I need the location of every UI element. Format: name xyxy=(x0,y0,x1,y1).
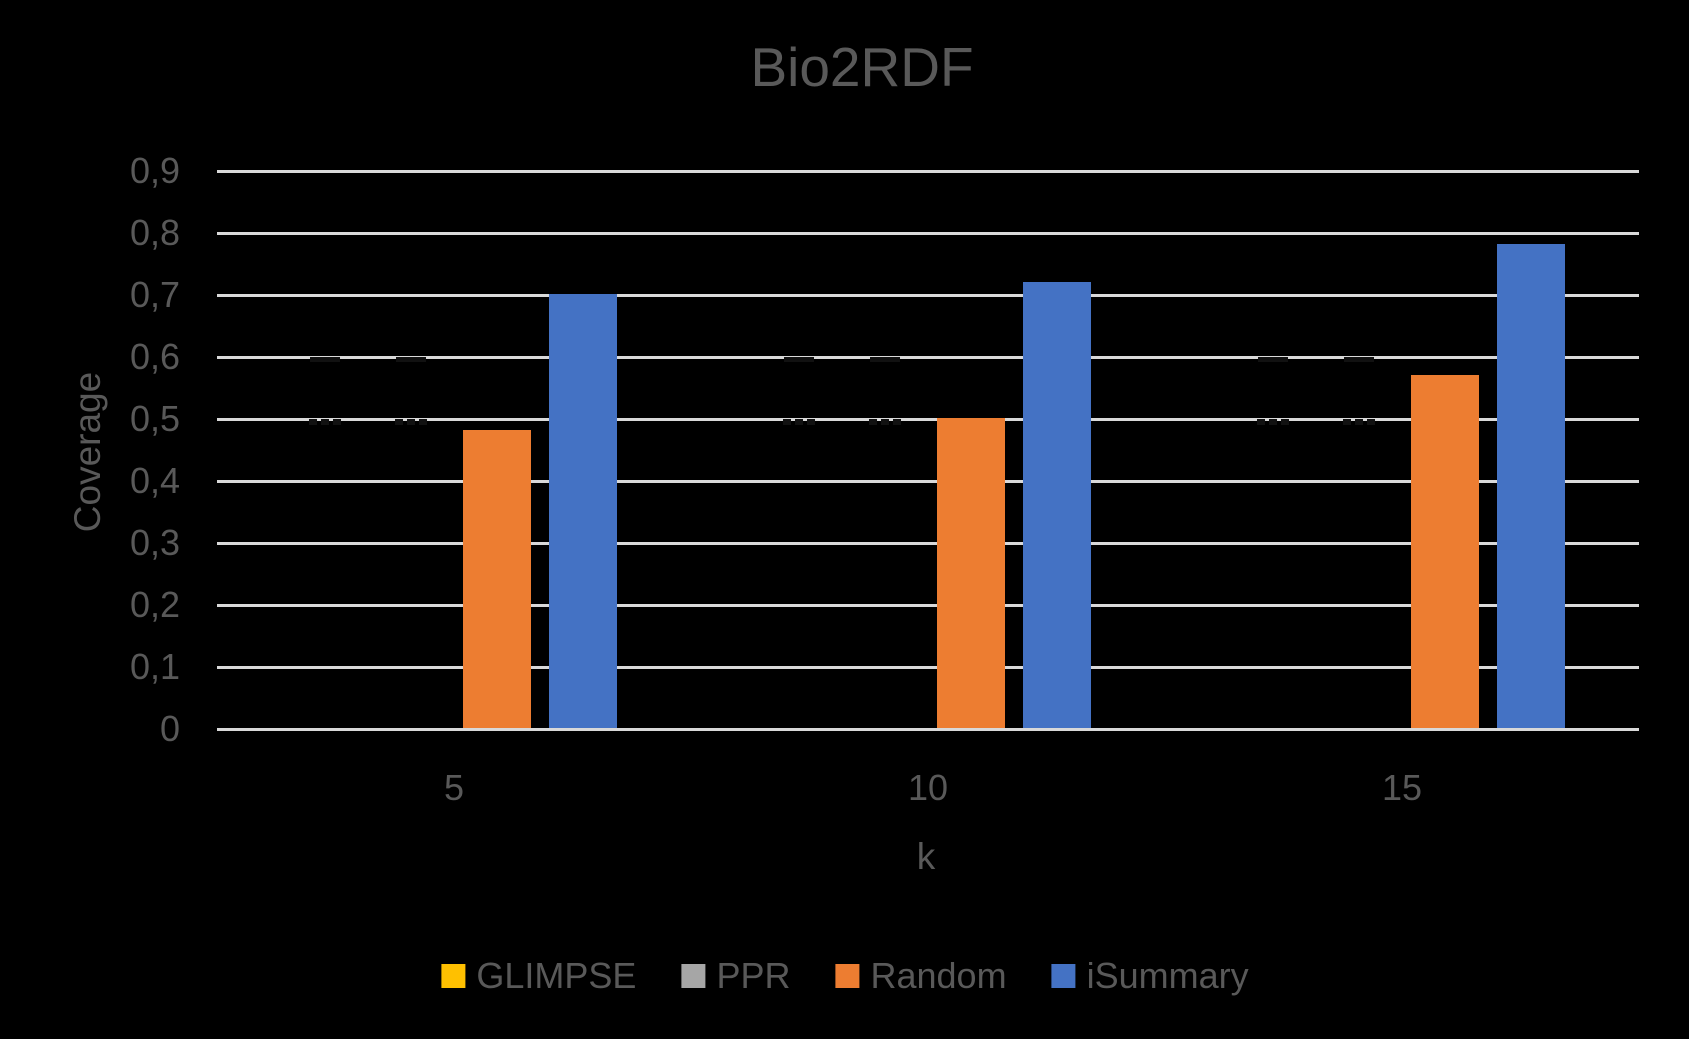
legend-label: GLIMPSE xyxy=(476,955,637,996)
x-tick-label-15: 15 xyxy=(1381,767,1423,808)
bar-random-k15 xyxy=(1411,374,1479,728)
gridline xyxy=(217,418,1639,421)
y-tick-label: 0 xyxy=(159,708,180,749)
x-tick-label-10: 10 xyxy=(907,767,949,808)
y-tick-label: 0,6 xyxy=(129,336,180,377)
x-axis-title: k xyxy=(916,836,936,877)
bar-random-k10 xyxy=(937,418,1005,728)
y-tick-label: 0,2 xyxy=(129,584,180,625)
legend-item-glimpse: GLIMPSE xyxy=(441,956,636,996)
hidden-bar-artifact-ppr xyxy=(407,419,415,425)
hidden-bar-artifact-glimpse xyxy=(1258,357,1288,362)
legend-label: Random xyxy=(870,955,1007,996)
gridline xyxy=(217,542,1639,545)
y-tick-label: 0,3 xyxy=(129,522,180,563)
hidden-bar-artifact-ppr xyxy=(869,419,877,425)
gridline xyxy=(217,232,1639,235)
hidden-bar-artifact-glimpse xyxy=(783,419,791,425)
chart-title: Bio2RDF xyxy=(750,36,974,98)
hidden-bar-artifact-ppr xyxy=(419,419,427,425)
legend-marker-random xyxy=(835,964,860,988)
legend-marker-ppr xyxy=(681,964,706,988)
legend-label: iSummary xyxy=(1086,955,1249,996)
y-tick-label: 0,7 xyxy=(129,274,180,315)
legend-marker-isummary xyxy=(1051,964,1076,988)
hidden-bar-artifact-ppr xyxy=(396,357,426,362)
hidden-bar-artifact-glimpse xyxy=(807,419,815,425)
hidden-bar-artifact-ppr xyxy=(1355,419,1363,425)
hidden-bar-artifact-ppr xyxy=(1343,419,1351,425)
legend-item-isummary: iSummary xyxy=(1051,955,1249,996)
hidden-bar-artifact-ppr xyxy=(1367,419,1375,425)
x-tick-label-5: 5 xyxy=(443,767,465,808)
hidden-bar-artifact-glimpse xyxy=(784,357,814,362)
hidden-bar-artifact-ppr xyxy=(881,419,889,425)
y-axis-title: Coverage xyxy=(67,371,108,533)
hidden-bar-artifact-glimpse xyxy=(321,419,329,425)
gridline xyxy=(217,604,1639,607)
hidden-bar-artifact-glimpse xyxy=(1257,419,1265,425)
hidden-bar-artifact-glimpse xyxy=(309,419,317,425)
bar-isummary-k10 xyxy=(1023,281,1091,728)
y-tick-label: 0,4 xyxy=(129,460,180,501)
gridline xyxy=(217,356,1639,359)
legend-label: PPR xyxy=(716,955,791,996)
bar-isummary-k5 xyxy=(549,294,617,728)
hidden-bar-artifact-ppr xyxy=(395,419,403,425)
hidden-bar-artifact-glimpse xyxy=(1281,419,1289,425)
hidden-bar-artifact-glimpse xyxy=(333,419,341,425)
y-tick-label: 0,8 xyxy=(129,212,180,253)
y-tick-label: 0,1 xyxy=(129,646,180,687)
hidden-bar-artifact-ppr xyxy=(893,419,901,425)
gridline xyxy=(217,480,1639,483)
gridline xyxy=(217,294,1639,297)
legend-item-random: Random xyxy=(835,955,1007,996)
legend: GLIMPSE PPR Random iSummary xyxy=(441,955,1249,996)
gridline xyxy=(217,728,1639,731)
legend-item-ppr: PPR xyxy=(681,956,790,996)
hidden-bar-artifact-glimpse xyxy=(1269,419,1277,425)
bar-random-k5 xyxy=(463,430,531,728)
bar-isummary-k15 xyxy=(1497,244,1565,728)
y-tick-label: 0,5 xyxy=(129,398,180,439)
gridline xyxy=(217,170,1639,173)
hidden-bar-artifact-ppr xyxy=(870,357,900,362)
hidden-bar-artifact-glimpse xyxy=(310,357,340,362)
gridline xyxy=(217,666,1639,669)
y-tick-label: 0,9 xyxy=(129,150,180,191)
legend-marker-glimpse xyxy=(441,964,466,988)
hidden-bar-artifact-ppr xyxy=(1344,357,1374,362)
hidden-bar-artifact-glimpse xyxy=(795,419,803,425)
